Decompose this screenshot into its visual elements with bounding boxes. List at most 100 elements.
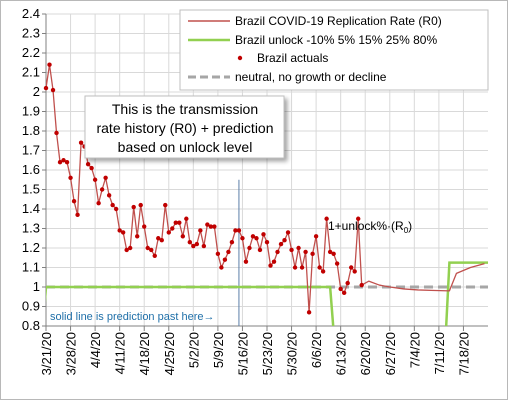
ytick-label-12: 2 <box>33 84 40 99</box>
actuals-point-65 <box>271 259 277 264</box>
actuals-point-18 <box>106 193 112 198</box>
actuals-point-90 <box>359 282 364 288</box>
ytick-label-5: 1.3 <box>22 221 40 236</box>
xtick-label-17: 7/18/20 <box>456 332 471 375</box>
callout-line-3: based on unlock level <box>118 139 253 155</box>
actuals-point-36 <box>170 226 175 231</box>
actuals-point-66 <box>275 249 280 255</box>
xtick-label-16: 7/11/20 <box>432 332 447 374</box>
actuals-point-57 <box>243 259 249 264</box>
ytick-label-10: 1.8 <box>22 123 40 138</box>
ytick-label-13: 2.1 <box>22 65 40 80</box>
ytick-label-9: 1.7 <box>22 143 40 158</box>
actuals-point-14 <box>92 177 98 182</box>
actuals-point-75 <box>306 310 312 315</box>
callout-line-2: rate history (R0) + prediction <box>96 120 273 136</box>
ytick-label-11: 1.9 <box>22 104 40 119</box>
xtick-label-10: 5/30/20 <box>285 332 300 375</box>
actuals-point-74 <box>303 249 308 255</box>
callout-box: This is the transmission rate history (R… <box>84 95 285 159</box>
xtick-label-2: 4/4/20 <box>88 332 103 368</box>
actuals-point-19 <box>110 202 115 208</box>
actuals-point-43 <box>194 241 200 247</box>
legend-neutral-label: neutral, no growth or decline <box>235 70 387 84</box>
actuals-point-12 <box>85 161 91 167</box>
ytick-label-1: 0.9 <box>22 299 40 314</box>
actuals-points <box>43 62 364 315</box>
actuals-point-20 <box>113 206 119 212</box>
actuals-point-25 <box>131 204 136 210</box>
callout-line-1: This is the transmission <box>112 101 258 117</box>
actuals-point-28 <box>142 224 147 229</box>
actuals-point-78 <box>317 265 322 270</box>
actuals-point-53 <box>229 239 235 245</box>
ytick-label-2: 1 <box>33 279 40 294</box>
actuals-point-26 <box>135 234 140 239</box>
actuals-point-82 <box>331 251 336 257</box>
actuals-point-85 <box>341 290 347 296</box>
actuals-point-87 <box>348 265 354 270</box>
actuals-point-62 <box>261 232 266 237</box>
actuals-point-4 <box>57 160 63 165</box>
xtick-label-0: 3/21/20 <box>39 332 54 375</box>
actuals-point-77 <box>313 234 319 239</box>
actuals-point-16 <box>99 187 105 192</box>
series-r0-line <box>46 64 485 314</box>
ytick-label-6: 1.4 <box>22 201 40 216</box>
actuals-point-2 <box>50 87 56 93</box>
actuals-point-71 <box>292 265 298 270</box>
actuals-point-86 <box>345 280 350 286</box>
actuals-point-52 <box>226 249 231 255</box>
formula-end: ) <box>408 219 412 233</box>
xtick-label-11: 6/6/20 <box>309 332 324 368</box>
actuals-point-80 <box>324 216 329 221</box>
actuals-point-34 <box>163 202 168 208</box>
actuals-point-84 <box>338 286 343 292</box>
actuals-point-58 <box>247 245 252 251</box>
ytick-label-14: 2.2 <box>22 45 40 60</box>
actuals-point-32 <box>156 236 161 241</box>
actuals-point-60 <box>254 236 259 241</box>
xtick-label-15: 7/4/20 <box>407 332 422 368</box>
actuals-point-37 <box>173 220 178 225</box>
axes <box>42 13 488 331</box>
actuals-point-41 <box>187 239 193 245</box>
actuals-point-54 <box>233 228 238 233</box>
actuals-point-61 <box>257 247 263 253</box>
legend-r0-label: Brazil COVID-19 Replication Rate (R0) <box>235 14 442 28</box>
actuals-point-7 <box>68 175 73 180</box>
ytick-label-15: 2.3 <box>22 26 40 41</box>
formula-main: 1+unlock%·(R <box>328 219 404 233</box>
ytick-label-8: 1.6 <box>22 162 40 177</box>
actuals-point-44 <box>198 228 203 233</box>
legend-box <box>179 9 489 91</box>
actuals-point-69 <box>285 230 291 235</box>
legend-actuals-label: Brazil actuals <box>257 51 328 65</box>
callout-background <box>84 95 285 159</box>
formula-annotation: 1+unlock%·(R0) <box>328 219 412 235</box>
actuals-point-21 <box>117 228 122 233</box>
actuals-point-45 <box>201 243 207 249</box>
actuals-point-27 <box>138 202 143 208</box>
actuals-point-81 <box>327 249 333 255</box>
actuals-point-89 <box>356 216 361 221</box>
actuals-point-15 <box>96 200 101 206</box>
xtick-label-1: 3/28/20 <box>64 332 79 375</box>
actuals-point-42 <box>191 243 196 249</box>
actuals-point-63 <box>264 239 270 245</box>
actuals-point-38 <box>177 220 182 225</box>
actuals-point-0 <box>43 85 49 91</box>
actuals-point-24 <box>127 245 133 251</box>
legend-unlock-label: Brazil unlock -10% 5% 15% 25% 80% <box>235 33 437 47</box>
xtick-label-8: 5/16/20 <box>235 332 250 375</box>
actuals-point-49 <box>215 251 221 257</box>
actuals-point-48 <box>212 224 217 229</box>
xtick-label-14: 6/27/20 <box>383 332 398 375</box>
actuals-point-47 <box>208 224 214 229</box>
actuals-point-79 <box>320 269 326 274</box>
prediction-note: solid line is prediction past here→ <box>50 311 214 323</box>
actuals-point-83 <box>334 261 340 266</box>
legend: Brazil COVID-19 Replication Rate (R0) Br… <box>179 9 489 91</box>
actuals-point-67 <box>278 241 284 247</box>
actuals-point-22 <box>120 230 126 235</box>
